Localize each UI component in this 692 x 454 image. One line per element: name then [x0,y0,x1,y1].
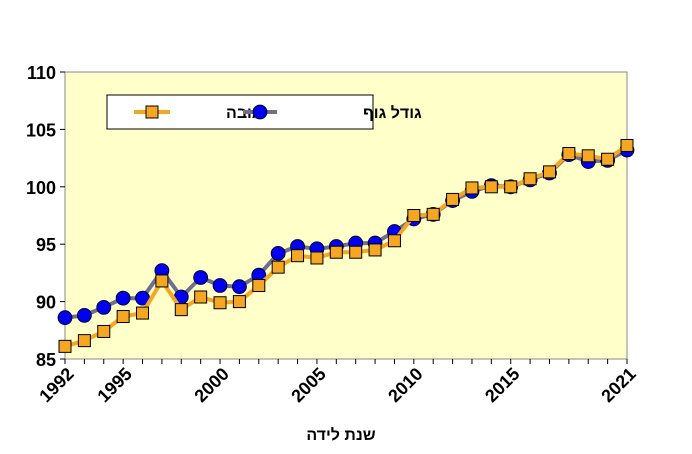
data-point [76,307,92,323]
data-point [155,274,169,288]
data-point [232,279,247,295]
x-tick-label: 1992 [35,364,77,406]
y-tick-label: 105 [26,120,56,140]
y-tick-label: 110 [27,63,56,83]
data-point [484,180,498,194]
data-point [504,180,518,194]
data-point [581,149,595,163]
data-point [465,181,479,195]
data-point [252,279,266,293]
data-point [542,165,556,179]
series-1 [58,138,634,353]
data-point [601,152,615,166]
data-point [291,249,305,263]
x-axis-title: שנת לידה [306,426,375,444]
legend-label-series-1: גובה [226,105,260,122]
y-tick-label: 90 [36,293,56,313]
legend: גובה גודל גוף [106,94,422,130]
x-tick-label: 2000 [190,364,232,406]
data-point [232,295,246,309]
data-point [58,339,72,353]
data-point [194,290,208,304]
data-point [116,310,130,324]
data-point [193,270,209,285]
legend-box [106,94,374,130]
legend-marker-series-2 [252,104,268,120]
data-point [407,209,421,222]
x-tick-label: 2021 [597,364,639,406]
x-tick-label: 2010 [384,364,426,406]
data-point [212,278,228,293]
data-point [271,260,285,274]
data-point [368,243,382,257]
data-point [77,334,91,348]
x-tick-label: 1995 [94,364,136,406]
data-point [136,306,150,320]
y-tick-label: 95 [36,235,56,255]
data-point [213,296,227,310]
data-point [97,324,111,338]
data-point [174,303,188,317]
data-point [523,172,537,186]
data-point [96,299,112,315]
data-point [329,245,343,259]
data-point [562,147,576,161]
legend-label-series-2: גודל גוף [363,104,422,122]
legend-marker-series-1 [145,105,159,119]
data-point [310,251,324,265]
data-point [426,207,440,221]
y-tick-label: 85 [36,350,56,370]
y-tick-label: 100 [26,178,56,198]
data-point [620,138,634,152]
x-tick-label: 2005 [287,364,329,406]
data-point [387,234,401,248]
x-axis: 1992 1995 2000 2005 2010 2015 2021 [35,359,640,406]
data-point [446,192,460,206]
series-layer [57,138,635,353]
data-point [349,245,363,259]
x-tick-label: 2015 [481,364,523,406]
data-point [57,310,73,326]
data-point [115,290,131,306]
y-axis: 85 90 95 100 105 110 [26,63,65,370]
data-point [270,245,286,261]
